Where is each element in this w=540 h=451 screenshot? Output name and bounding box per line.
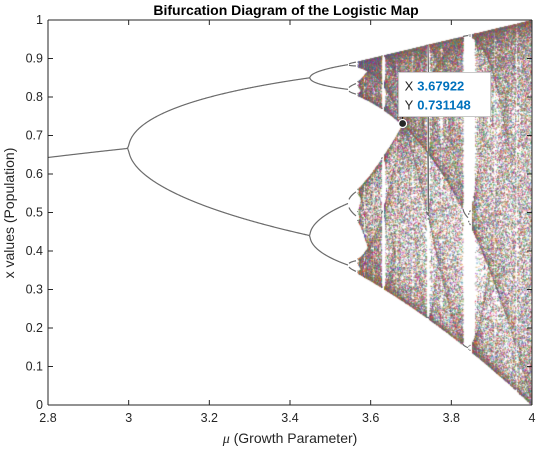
stable-branch bbox=[380, 210, 384, 214]
datatip[interactable]: X 3.67922 Y 0.731148 bbox=[398, 72, 492, 129]
stable-branch bbox=[380, 157, 383, 160]
stable-branch bbox=[426, 316, 428, 319]
y-tick-label: 0.9 bbox=[26, 52, 43, 66]
stable-branch bbox=[127, 77, 310, 149]
y-tick-label: 0.7 bbox=[26, 129, 43, 143]
stable-branch bbox=[427, 211, 430, 215]
stable-branch bbox=[426, 150, 428, 153]
x-axis-label: μ (Growth Parameter) bbox=[222, 430, 358, 447]
stable-branch bbox=[309, 77, 349, 90]
datatip-y-value: 0.731148 bbox=[417, 98, 471, 113]
stable-branch bbox=[348, 90, 357, 95]
stable-branch bbox=[356, 210, 359, 213]
stable-branch bbox=[348, 83, 357, 88]
stable-branch bbox=[47, 147, 128, 159]
stable-branch bbox=[348, 266, 357, 272]
x-ticks: 2.8 3 3.2 3.4 3.6 3.8 4 bbox=[39, 20, 536, 425]
y-tick-label: 0.3 bbox=[26, 283, 43, 297]
x-axis-label-symbol: μ bbox=[222, 432, 230, 447]
chart-title: Bifurcation Diagram of the Logistic Map bbox=[153, 2, 418, 18]
x-tick-label: 3.4 bbox=[281, 411, 298, 425]
stable-branch bbox=[468, 223, 472, 226]
stable-branch bbox=[462, 208, 469, 219]
x-tick-label: 3.8 bbox=[443, 411, 460, 425]
datatip-box bbox=[398, 72, 492, 118]
datatip-y-label: Y bbox=[405, 98, 414, 113]
stable-branch bbox=[468, 348, 470, 350]
datatip-marker[interactable] bbox=[398, 118, 408, 129]
datatip-x-label: X bbox=[405, 79, 414, 94]
stable-branch bbox=[427, 151, 430, 209]
stable-branch bbox=[469, 349, 471, 352]
stable-branch bbox=[381, 82, 383, 85]
y-tick-label: 0.2 bbox=[26, 321, 43, 335]
stable-branch bbox=[381, 107, 383, 110]
stable-branch bbox=[348, 64, 357, 67]
x-tick-label: 3.2 bbox=[201, 411, 218, 425]
stable-branch bbox=[348, 61, 357, 65]
stable-branch bbox=[309, 64, 349, 79]
stable-branch bbox=[126, 147, 310, 237]
x-tick-label: 3 bbox=[125, 411, 132, 425]
stable-branch bbox=[427, 316, 430, 319]
stable-branch bbox=[308, 235, 349, 266]
stable-branch bbox=[425, 211, 429, 216]
stable-branch bbox=[348, 260, 357, 264]
y-tick-label: 0.1 bbox=[26, 360, 43, 374]
stable-branch bbox=[462, 343, 469, 349]
y-tick-label: 0.8 bbox=[26, 90, 43, 104]
stable-branch bbox=[468, 210, 472, 213]
y-tick-label: 1 bbox=[36, 13, 43, 27]
y-tick-label: 0.5 bbox=[26, 206, 43, 220]
stable-branch bbox=[381, 286, 383, 288]
y-tick-label: 0.6 bbox=[26, 167, 43, 181]
x-axis-label-text: (Growth Parameter) bbox=[230, 430, 358, 446]
x-tick-label: 2.8 bbox=[39, 411, 56, 425]
stable-branch bbox=[469, 344, 471, 347]
stable-branch bbox=[467, 213, 470, 215]
stable-branch bbox=[467, 220, 470, 223]
datatip-y-row: Y 0.731148 bbox=[405, 98, 471, 113]
y-ticks: 0 0.1 0.2 0.3 0.4 0.5 0.6 0.7 0.8 0.9 1 bbox=[26, 13, 532, 412]
stable-branch bbox=[348, 191, 357, 200]
y-axis-label: x values (Population) bbox=[1, 148, 17, 279]
datatip-x-row: X 3.67922 bbox=[405, 79, 465, 94]
stable-branch bbox=[348, 207, 357, 217]
stable-branch bbox=[468, 345, 470, 348]
stable-branch bbox=[357, 219, 359, 222]
datatip-x-value: 3.67922 bbox=[417, 79, 464, 94]
y-tick-label: 0 bbox=[36, 398, 43, 412]
stable-branch bbox=[462, 34, 469, 38]
y-tick-label: 0.4 bbox=[26, 244, 43, 258]
x-tick-label: 4 bbox=[529, 411, 536, 425]
stable-branch bbox=[308, 203, 349, 236]
axes: 2.8 3 3.2 3.4 3.6 3.8 4 0 0.1 0.2 0.3 0.4 0.5 0.6 0.7… bbox=[26, 13, 536, 425]
x-tick-label: 3.6 bbox=[362, 411, 379, 425]
